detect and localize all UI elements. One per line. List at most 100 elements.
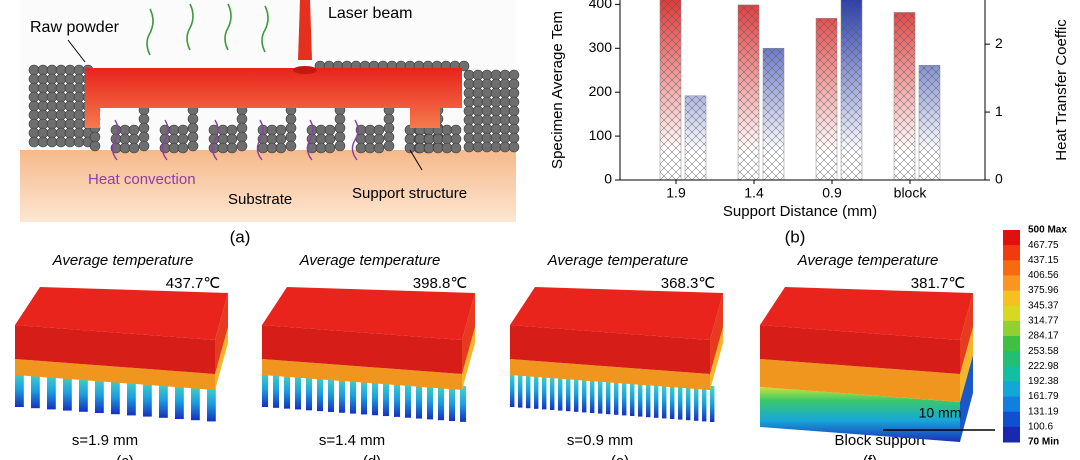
powder-particle [423,133,435,145]
powder-particle [28,118,40,130]
powder-particle [499,87,511,99]
powder-particle [73,100,85,112]
colorbar: 500 Max 467.75 437.15 406.56 375.96 345.37 314… [1003,225,1067,448]
powder-particle [46,82,58,94]
panel-caption: s=1.4 mm [319,432,385,449]
powder-particle [28,91,40,103]
powder-particle [508,69,520,81]
powder-particle [138,122,150,134]
powder-particle [236,131,248,143]
powder-particle [187,131,199,143]
powder-particle [64,82,76,94]
pillar [702,385,707,422]
powder-particle [64,109,76,121]
pillar [614,378,619,415]
arrow [161,119,169,161]
colorbar-segment [1003,290,1020,307]
powder-particle [266,133,278,145]
powder-particle [441,142,453,154]
pillar [284,372,291,409]
powder-particle [55,91,67,103]
powder-particle [257,142,269,154]
colorbar-label: 100.6 [1028,421,1053,432]
pillar [111,378,120,415]
pillar [317,375,324,412]
colorbar-label: 131.19 [1028,406,1059,417]
powder-particle [472,114,484,126]
powder-particle [383,140,395,152]
powder-particle [499,123,511,135]
powder-particle [64,136,76,148]
panel-label: (a) [230,227,251,246]
side-face [462,293,475,374]
powder-particle [266,124,278,136]
powder-particle [73,73,85,85]
powder-particle [463,105,475,117]
powder-particle [285,140,297,152]
powder-particle [499,105,511,117]
temperature-label: 398.8℃ [413,275,467,292]
powder [28,60,520,154]
arrow [306,119,314,161]
powder-particle [37,100,49,112]
colorbar-segment [1003,336,1020,352]
pillar [598,377,603,414]
melt-pool [293,66,317,74]
powder-particle [472,132,484,144]
pillar [582,376,587,413]
colorbar-segment [1003,366,1020,382]
simulation-panel: Average temperature 398.8℃ s=1.4 mm (d) [262,252,475,460]
fumes [146,3,269,56]
powder-particle [355,142,367,154]
panel-label: (c) [116,453,134,460]
powder-particle [481,141,493,153]
pillar [590,377,595,413]
pointer [67,39,86,63]
powder-particle [275,142,287,154]
label: Raw powder [30,19,120,36]
powder-particle [490,69,502,81]
powder-particle [472,69,484,81]
powder-particle [499,78,511,90]
colorbar-segment [1003,426,1020,443]
pillar [175,383,184,419]
colorbar-label: 467.75 [1028,240,1059,251]
colorbar-label: 253.58 [1028,346,1059,357]
colorbar-label: 406.56 [1028,270,1059,281]
powder-particle [463,87,475,99]
pillar [191,384,200,421]
x-tick-label: 1.4 [744,185,764,201]
layer-side [462,327,475,390]
pillar [534,372,539,409]
fume [261,5,269,53]
pillar [460,385,467,422]
pillar [710,386,715,422]
powder-particle [159,142,171,154]
powder-particle [463,141,475,153]
powder-particle [46,73,58,85]
side-face [215,293,228,374]
powder-particle [463,114,475,126]
colorbar-label: 500 Max [1028,225,1067,236]
colorbar-label: 437.15 [1028,255,1059,266]
y2-tick-label: 2 [995,35,1003,51]
powder-particle [481,105,493,117]
panel-caption: s=1.9 mm [72,432,138,449]
label: Substrate [228,191,292,208]
powder-particle [266,142,278,154]
pillar [95,377,104,413]
pillar [694,384,699,421]
pillar [405,381,412,418]
powder-particle [257,133,269,145]
powder-particle [55,64,67,76]
powder-particle [217,142,229,154]
pillar [416,382,423,419]
bar [762,47,785,180]
powder-particle [334,113,346,125]
powder-particle [463,96,475,108]
powder-particle [472,141,484,153]
powder-particle [334,131,346,143]
powder-particle [187,113,199,125]
powder-particle [441,133,453,145]
